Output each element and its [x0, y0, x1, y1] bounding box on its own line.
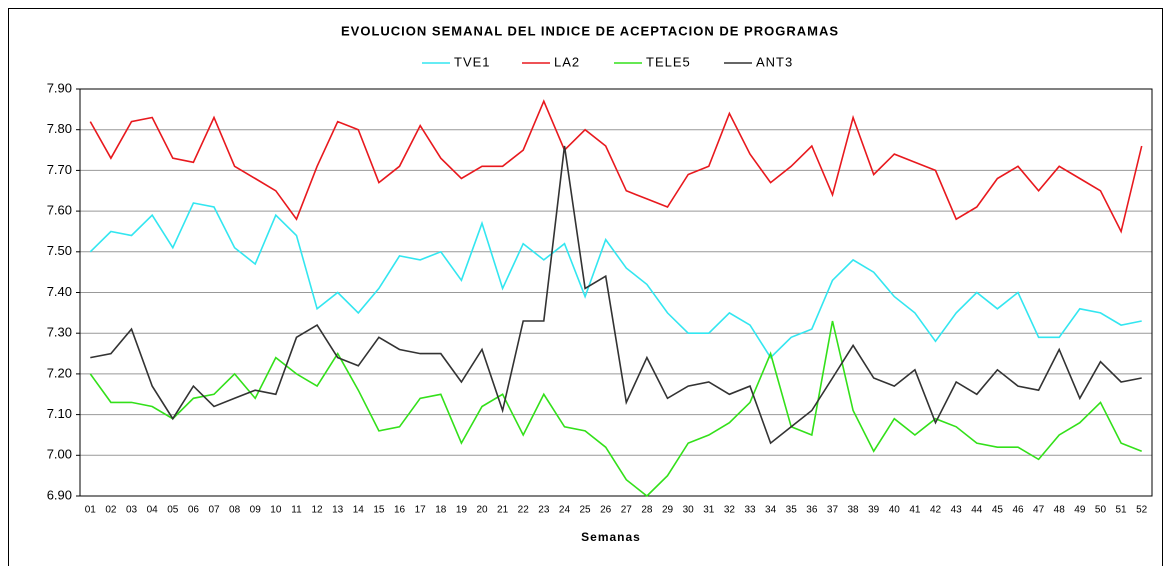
x-tick-label: 19: [456, 505, 468, 516]
x-tick-label: 13: [332, 505, 344, 516]
x-tick-label: 38: [848, 505, 860, 516]
y-tick-label: 7.60: [47, 203, 72, 218]
series-line: [90, 145, 1142, 445]
x-tick-label: 04: [147, 505, 159, 516]
x-tick-label: 03: [126, 505, 138, 516]
x-tick-label: 32: [724, 505, 736, 516]
x-tick-label: 14: [353, 505, 365, 516]
x-tick-label: 22: [518, 505, 530, 516]
x-tick-label: 26: [600, 505, 612, 516]
x-tick-label: 28: [641, 505, 653, 516]
x-tick-label: 08: [229, 505, 241, 516]
x-tick-label: 17: [415, 505, 427, 516]
x-tick-label: 50: [1095, 505, 1107, 516]
x-tick-label: 36: [806, 505, 818, 516]
x-tick-label: 37: [827, 505, 839, 516]
x-tick-label: 43: [951, 505, 963, 516]
series-line: [89, 202, 1142, 359]
x-tick-label: 12: [312, 505, 324, 516]
x-tick-label: 29: [662, 505, 674, 516]
x-tick-label: 06: [188, 505, 200, 516]
x-tick-label: 48: [1054, 505, 1066, 516]
y-tick-label: 7.80: [47, 121, 72, 136]
y-tick-label: 7.30: [47, 325, 72, 340]
legend-label: LA2: [554, 54, 580, 69]
x-tick-label: 10: [270, 505, 282, 516]
x-tick-label: 46: [1012, 505, 1024, 516]
x-tick-label: 41: [909, 505, 921, 516]
x-tick-label: 27: [621, 505, 633, 516]
x-tick-label: 42: [930, 505, 942, 516]
x-tick-label: 21: [497, 505, 509, 516]
x-tick-label: 47: [1033, 505, 1045, 516]
chart-frame: [8, 8, 1163, 571]
x-axis-label: Semanas: [581, 530, 641, 544]
x-tick-label: 09: [250, 505, 262, 516]
y-tick-label: 7.10: [47, 406, 72, 421]
y-tick-label: 7.40: [47, 284, 72, 299]
plot-area: [79, 88, 1153, 497]
x-tick-label: 45: [992, 505, 1004, 516]
x-tick-label: 35: [786, 505, 798, 516]
legend-label: TVE1: [454, 54, 491, 69]
x-tick-label: 52: [1136, 505, 1148, 516]
x-tick-label: 33: [744, 505, 756, 516]
series-line: [89, 320, 1142, 498]
y-tick-label: 6.90: [47, 487, 72, 502]
y-tick-label: 7.20: [47, 365, 72, 380]
x-tick-label: 49: [1074, 505, 1086, 516]
x-tick-label: 31: [703, 505, 715, 516]
x-tick-label: 30: [683, 505, 695, 516]
x-tick-label: 51: [1116, 505, 1128, 516]
y-tick-label: 7.00: [47, 447, 72, 462]
y-tick-label: 7.70: [47, 162, 72, 177]
series-line: [89, 99, 1143, 234]
x-tick-label: 07: [208, 505, 220, 516]
x-tick-label: 18: [435, 505, 447, 516]
x-tick-label: 01: [85, 505, 97, 516]
x-tick-label: 34: [765, 505, 777, 516]
x-tick-label: 23: [538, 505, 550, 516]
chart-title: EVOLUCION SEMANAL DEL INDICE DE ACEPTACI…: [341, 23, 839, 38]
x-tick-label: 11: [291, 505, 302, 516]
x-tick-label: 39: [868, 505, 880, 516]
x-tick-label: 40: [889, 505, 901, 516]
y-tick-label: 7.90: [47, 80, 72, 95]
x-tick-label: 25: [580, 505, 592, 516]
legend-label: ANT3: [756, 54, 793, 69]
x-tick-label: 16: [394, 505, 406, 516]
x-tick-label: 24: [559, 505, 571, 516]
y-tick-label: 7.50: [47, 243, 72, 258]
x-tick-label: 15: [373, 505, 385, 516]
x-tick-label: 05: [167, 505, 179, 516]
x-tick-label: 44: [971, 505, 983, 516]
x-tick-label: 20: [476, 505, 488, 516]
x-tick-label: 02: [105, 505, 117, 516]
legend-label: TELE5: [646, 54, 691, 69]
